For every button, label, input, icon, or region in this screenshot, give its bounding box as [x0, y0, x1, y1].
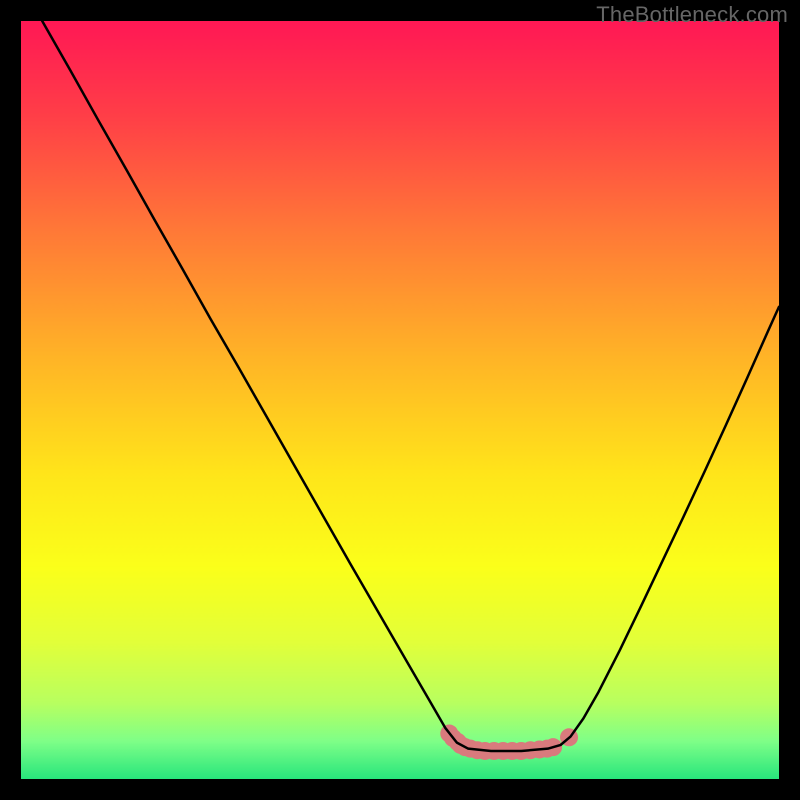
trough-highlight-markers: [440, 725, 578, 760]
chart-overlay: [21, 21, 779, 779]
chart-frame: TheBottleneck.com: [0, 0, 800, 800]
bottleneck-curve: [42, 21, 779, 751]
watermark-text: TheBottleneck.com: [596, 2, 788, 28]
